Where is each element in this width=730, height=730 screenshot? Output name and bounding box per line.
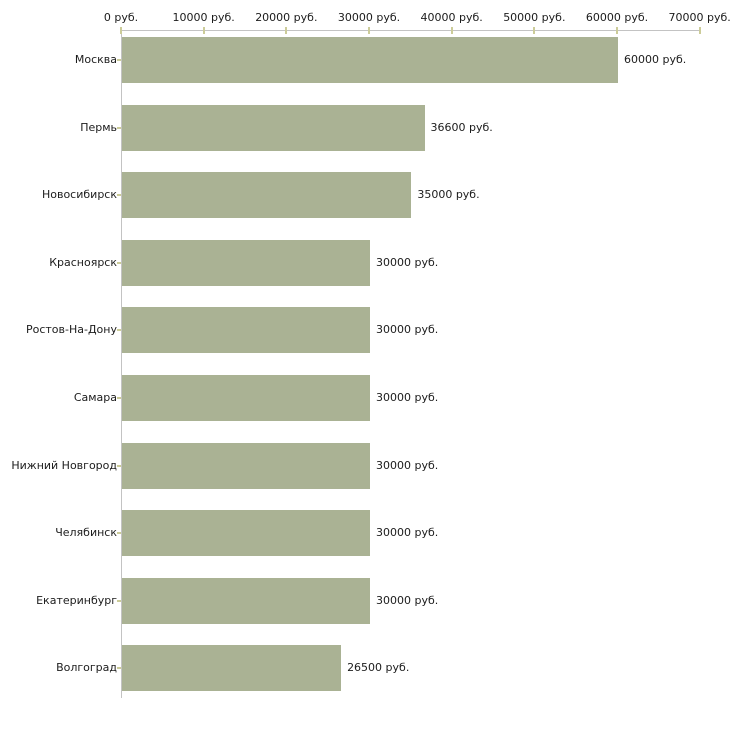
x-tick-label: 10000 руб. bbox=[172, 11, 235, 24]
value-label: 30000 руб. bbox=[376, 458, 439, 472]
category-label: Самара bbox=[73, 391, 117, 404]
x-tick-label: 70000 руб. bbox=[668, 11, 730, 24]
bar-3 bbox=[122, 172, 412, 219]
x-tick-mark bbox=[202, 27, 205, 34]
category-label: Ростов-На-Дону bbox=[25, 323, 117, 337]
category-tick-mark bbox=[117, 532, 121, 535]
x-tick-mark bbox=[616, 27, 618, 34]
category-tick-mark bbox=[117, 667, 121, 670]
category-tick-mark bbox=[117, 599, 121, 602]
category-label: Новосибирск bbox=[41, 188, 117, 202]
x-tick-label: 40000 руб. bbox=[420, 11, 483, 24]
bar-9 bbox=[122, 577, 370, 624]
category-label: Нижний Новгород bbox=[11, 458, 117, 472]
x-axis-line bbox=[121, 30, 700, 31]
y-axis-line bbox=[121, 30, 122, 698]
bar-10 bbox=[122, 645, 342, 692]
value-label: 30000 руб. bbox=[376, 593, 439, 607]
x-tick-label: 50000 руб. bbox=[503, 11, 566, 24]
category-tick-mark bbox=[117, 59, 121, 61]
x-tick-mark bbox=[450, 27, 453, 34]
x-tick-mark bbox=[120, 27, 122, 34]
bar-7 bbox=[122, 442, 370, 489]
value-label: 30000 руб. bbox=[376, 323, 439, 337]
x-tick-mark bbox=[368, 27, 370, 34]
value-label: 60000 руб. bbox=[624, 53, 687, 66]
x-tick-label: 60000 руб. bbox=[585, 11, 649, 24]
category-tick-mark bbox=[117, 464, 121, 467]
x-tick-mark bbox=[533, 27, 536, 34]
x-tick-label: 30000 руб. bbox=[337, 11, 401, 24]
category-label: Пермь bbox=[80, 120, 117, 134]
category-label: Волгоград bbox=[56, 661, 117, 675]
value-label: 36600 руб. bbox=[430, 120, 493, 134]
category-tick-mark bbox=[117, 329, 121, 332]
value-label: 35000 руб. bbox=[417, 188, 480, 202]
category-label: Екатеринбург bbox=[36, 593, 117, 607]
category-label: Красноярск bbox=[49, 255, 117, 269]
value-label: 30000 руб. bbox=[376, 391, 439, 404]
x-tick-mark bbox=[285, 27, 288, 34]
x-tick-label: 0 руб. bbox=[103, 11, 139, 24]
bar-8 bbox=[122, 510, 370, 557]
category-tick-mark bbox=[117, 126, 121, 129]
value-label: 26500 руб. bbox=[347, 661, 410, 675]
x-tick-label: 20000 руб. bbox=[255, 11, 318, 24]
x-tick-mark bbox=[698, 27, 701, 34]
category-tick-mark bbox=[117, 194, 121, 197]
bar-5 bbox=[122, 307, 370, 354]
value-label: 30000 руб. bbox=[376, 526, 439, 540]
value-label: 30000 руб. bbox=[376, 255, 439, 269]
bar-2 bbox=[122, 104, 425, 151]
category-label: Москва bbox=[74, 53, 117, 66]
category-tick-mark bbox=[117, 261, 121, 264]
bar-4 bbox=[122, 239, 370, 286]
category-tick-mark bbox=[117, 397, 121, 399]
category-label: Челябинск bbox=[55, 526, 117, 540]
bar-6 bbox=[122, 375, 370, 421]
bar-1 bbox=[122, 37, 618, 83]
